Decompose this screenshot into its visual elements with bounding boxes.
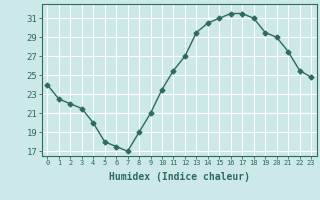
X-axis label: Humidex (Indice chaleur): Humidex (Indice chaleur) (109, 172, 250, 182)
